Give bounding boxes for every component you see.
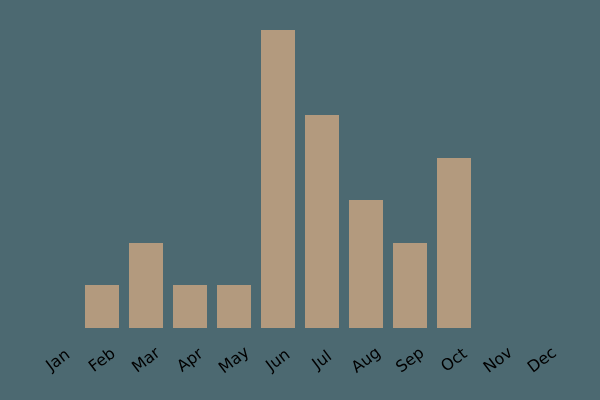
bar-sep	[393, 243, 427, 328]
bar-may	[217, 285, 251, 328]
x-tick-label-sep: Sep	[391, 342, 428, 377]
x-tick-label-jun: Jun	[261, 344, 294, 375]
x-tick-label-aug: Aug	[347, 342, 384, 377]
bar-jul	[305, 115, 339, 328]
bar-mar	[129, 243, 163, 328]
x-tick-label-nov: Nov	[479, 342, 516, 377]
bar-feb	[85, 285, 119, 328]
x-tick-label-oct: Oct	[436, 343, 471, 376]
bar-oct	[437, 158, 471, 328]
x-tick-label-dec: Dec	[523, 342, 560, 377]
bar-apr	[173, 285, 207, 328]
x-tick-label-may: May	[214, 342, 253, 378]
bar-jun	[261, 30, 295, 328]
x-tick-label-jan: Jan	[42, 344, 74, 375]
x-tick-label-jul: Jul	[308, 346, 336, 373]
bar-aug	[349, 200, 383, 328]
x-tick-label-mar: Mar	[127, 342, 164, 377]
x-tick-label-apr: Apr	[172, 343, 207, 376]
x-tick-label-feb: Feb	[84, 343, 119, 376]
